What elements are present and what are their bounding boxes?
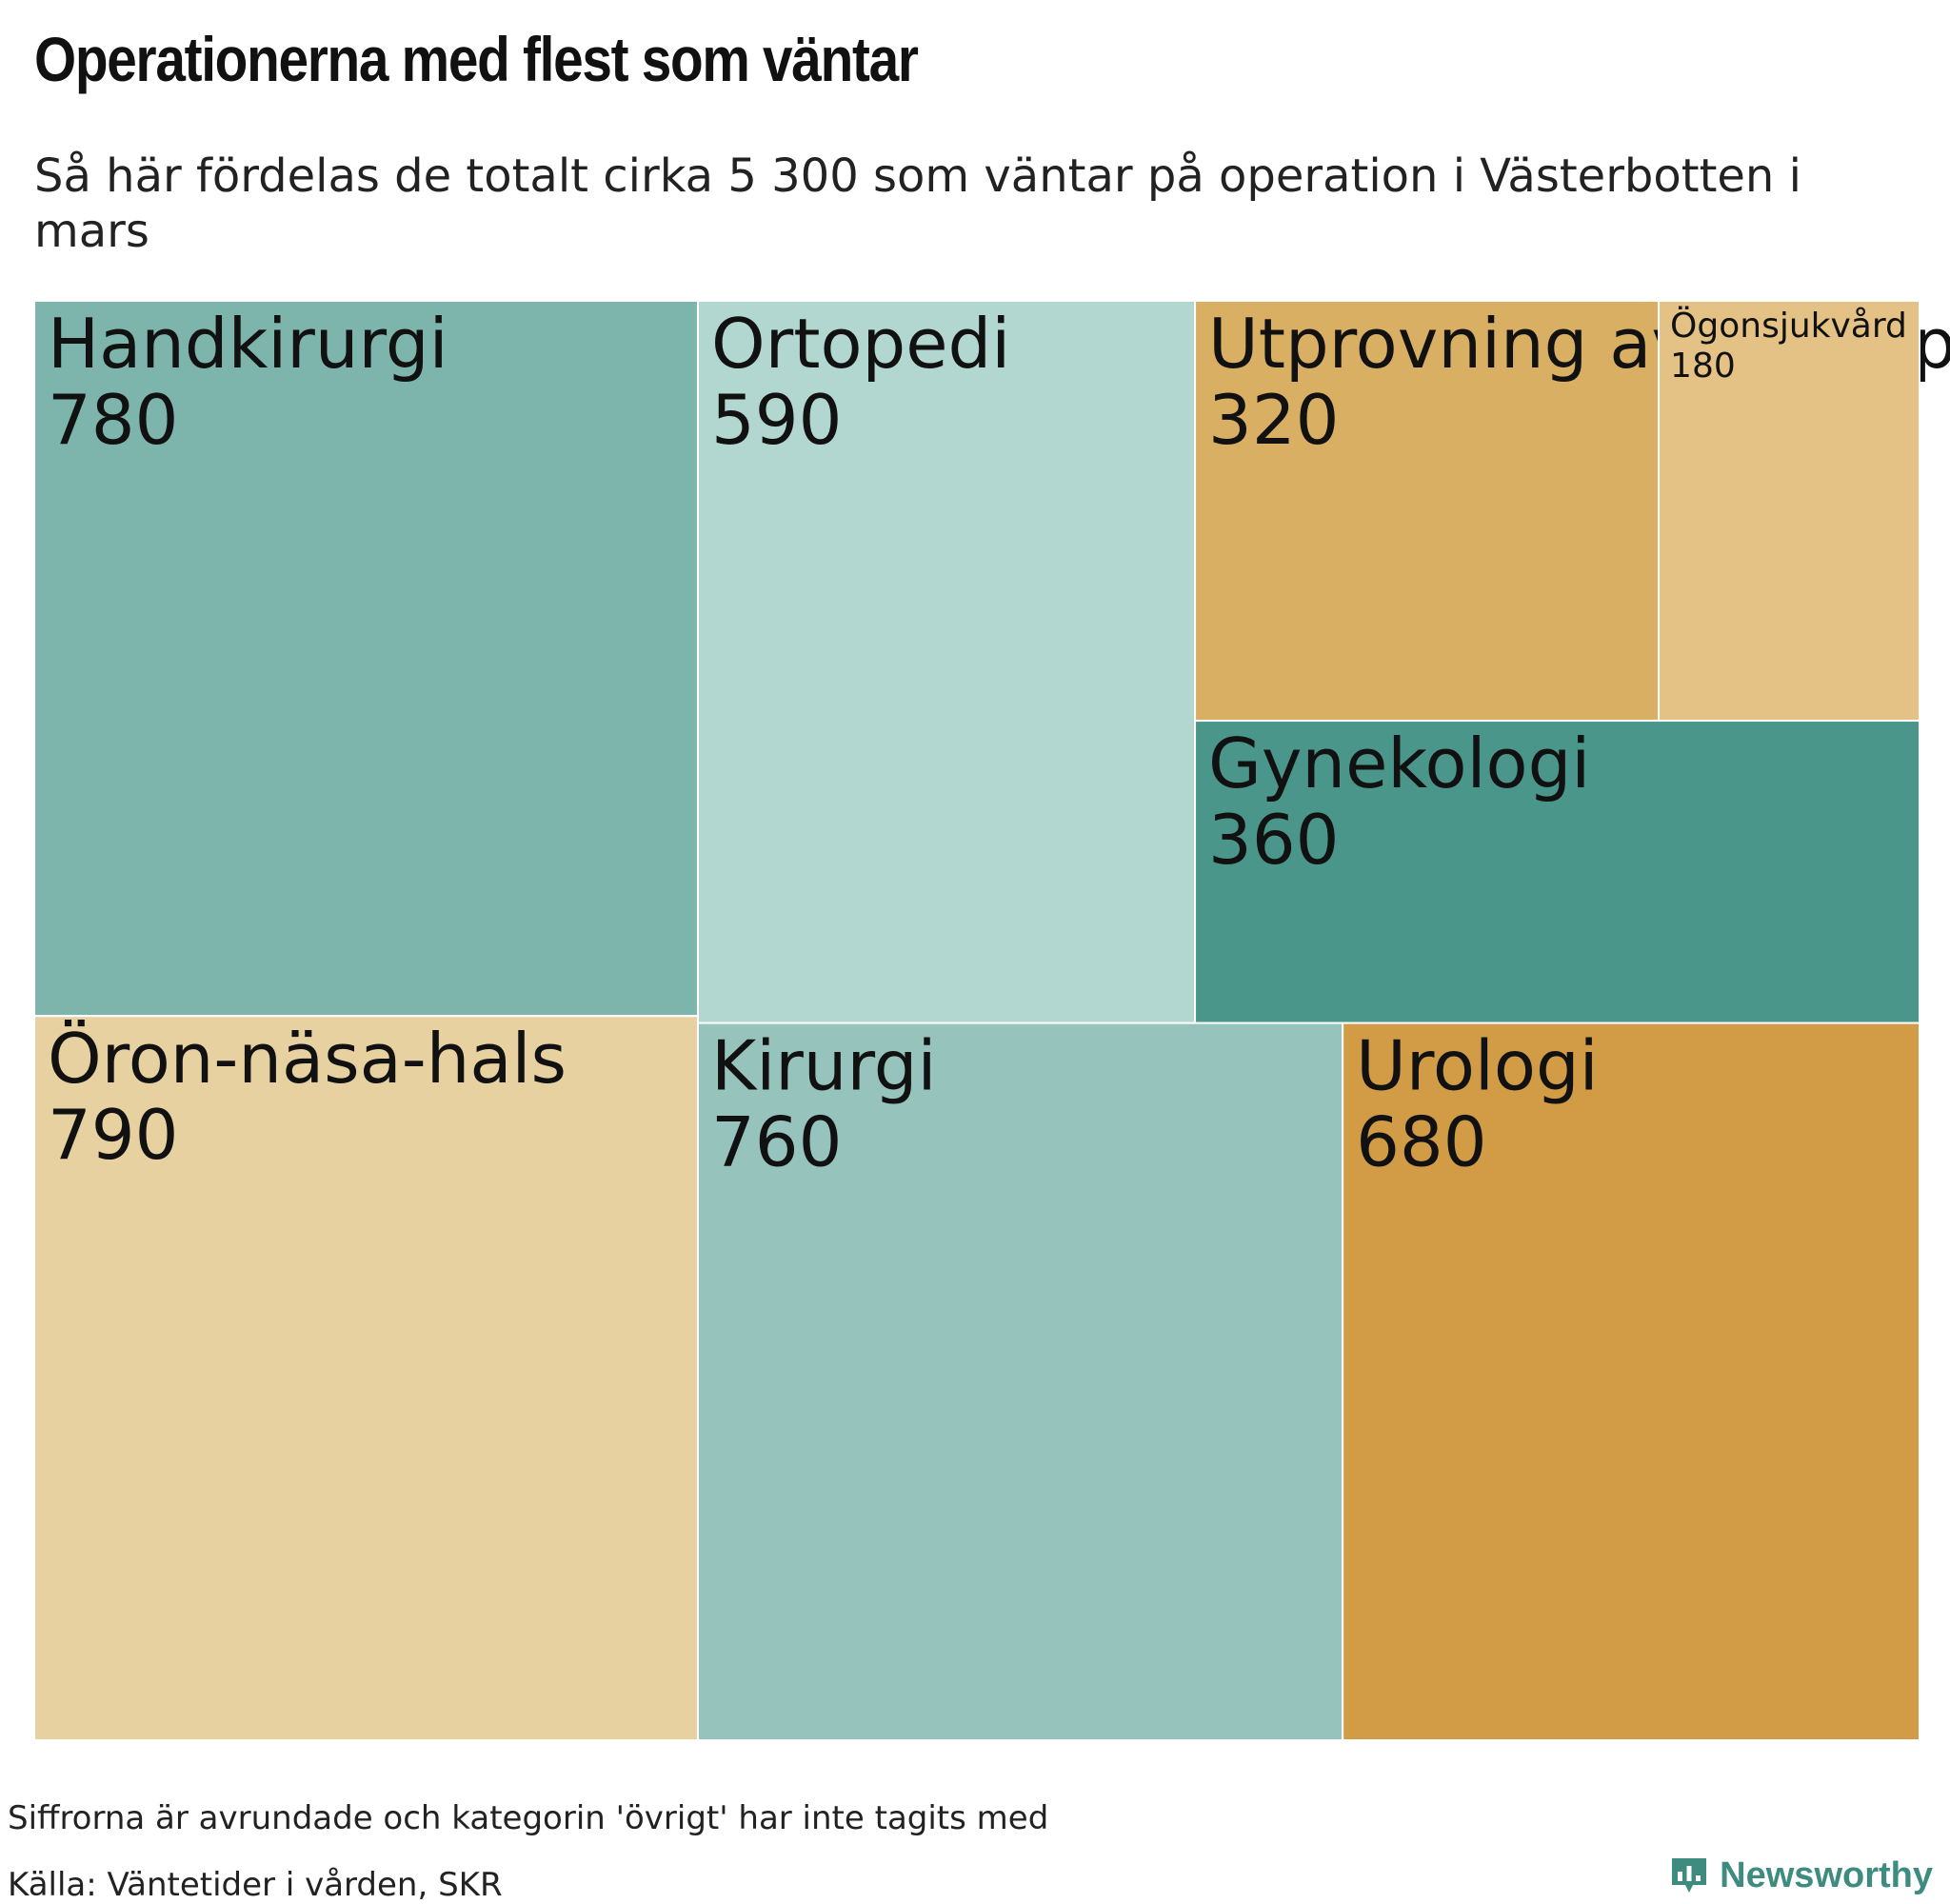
treemap-tile-kirurgi (696, 1021, 1344, 1742)
treemap-tile-oron-nasa-hals (33, 1015, 699, 1741)
bar-chart-speech-bubble-icon (1672, 1858, 1707, 1893)
tile-value-gynekologi: 360 (1208, 800, 1339, 880)
tile-label-ortopedi: Ortopedi (711, 304, 1010, 384)
treemap-tile-ortopedi (696, 300, 1197, 1024)
chart-note: Siffrorna är avrundade och kategorin 'öv… (8, 1799, 1049, 1837)
tile-value-oron-nasa-hals: 790 (48, 1095, 178, 1175)
treemap-tile-ogonsjukvard (1658, 300, 1920, 723)
brand-logo: Newsworthy (1668, 1854, 1933, 1896)
treemap-tile-urologi (1342, 1021, 1920, 1742)
tile-value-utprovning-av-horapparat: 320 (1208, 380, 1339, 460)
tile-label-handkirurgi: Handkirurgi (48, 304, 448, 384)
chart-subtitle: Så här fördelas de totalt cirka 5 300 so… (34, 149, 1801, 258)
tile-label-kirurgi: Kirurgi (711, 1026, 937, 1106)
treemap-tile-utprovning-av-horapparat (1194, 300, 1661, 723)
brand-name: Newsworthy (1720, 1854, 1933, 1895)
tile-label-oron-nasa-hals: Öron-näsa-hals (48, 1019, 567, 1099)
tile-value-urologi: 680 (1356, 1102, 1486, 1182)
tile-value-kirurgi: 760 (711, 1102, 842, 1182)
chart-title: Operationerna med flest som väntar (34, 24, 919, 94)
tile-label-urologi: Urologi (1356, 1026, 1599, 1106)
tile-label-ogonsjukvard: Ögonsjukvård (1670, 306, 1907, 346)
tile-value-ortopedi: 590 (711, 380, 842, 460)
tile-value-handkirurgi: 780 (48, 380, 178, 460)
tile-value-ogonsjukvard: 180 (1670, 347, 1736, 386)
tile-label-gynekologi: Gynekologi (1208, 724, 1590, 803)
chart-source: Källa: Väntetider i vården, SKR (8, 1866, 503, 1904)
